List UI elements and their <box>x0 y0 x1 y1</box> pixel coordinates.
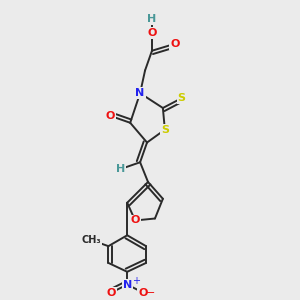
Text: N: N <box>123 280 132 290</box>
Text: +: + <box>132 276 140 286</box>
Text: O: O <box>147 28 157 38</box>
Text: H: H <box>116 164 125 174</box>
Text: S: S <box>161 125 169 135</box>
Text: N: N <box>136 88 145 98</box>
Text: H: H <box>147 14 157 24</box>
Text: −: − <box>146 287 156 298</box>
Text: O: O <box>107 287 116 298</box>
Text: CH₃: CH₃ <box>82 235 101 245</box>
Text: O: O <box>106 111 115 121</box>
Text: S: S <box>178 93 186 103</box>
Text: O: O <box>138 287 148 298</box>
Text: O: O <box>170 39 179 49</box>
Text: O: O <box>130 215 140 226</box>
